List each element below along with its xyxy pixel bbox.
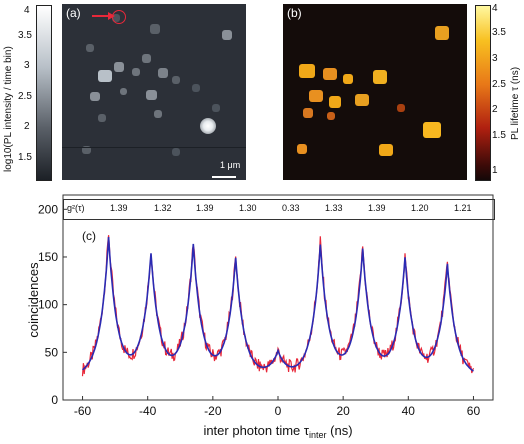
colorbar-b-tick: 1 xyxy=(492,165,498,176)
colorbar-b-tick: 2 xyxy=(492,104,498,115)
particle xyxy=(98,70,112,82)
particle xyxy=(222,30,232,40)
domain xyxy=(309,90,323,102)
series-group xyxy=(81,235,475,377)
particle xyxy=(132,68,140,76)
domain xyxy=(435,26,449,40)
domain xyxy=(397,104,405,112)
g2-value: 1.32 xyxy=(154,203,172,213)
g2-value: 1.39 xyxy=(368,203,386,213)
g2-row: g²(τ) 1.39 1.32 1.39 1.30 0.33 1.33 1.39… xyxy=(63,199,495,220)
panel-a-image xyxy=(62,4,246,180)
domain xyxy=(373,70,387,84)
panel-a-label: (a) xyxy=(66,6,81,20)
particle xyxy=(90,92,100,101)
colorbar-a-tick: 3.5 xyxy=(18,30,32,41)
domain xyxy=(303,108,313,118)
y-tick-label: 200 xyxy=(38,202,58,216)
colorbar-b-tick: 2.5 xyxy=(492,79,506,90)
x-tick-label: -20 xyxy=(204,404,222,418)
particle xyxy=(98,114,106,122)
x-axis: -60 -40 -20 0 20 40 60 xyxy=(74,396,481,418)
particle xyxy=(120,88,127,95)
particle xyxy=(154,110,162,118)
g2-value: 1.20 xyxy=(411,203,429,213)
particle xyxy=(146,90,157,100)
particle xyxy=(142,54,151,63)
y-tick-label: 100 xyxy=(38,298,58,312)
pointer-arrow-head xyxy=(108,12,115,20)
domain xyxy=(355,94,369,106)
colorbar-a xyxy=(36,5,52,181)
scan-line xyxy=(62,147,246,148)
panel-b-label: (b) xyxy=(287,6,302,20)
colorbar-a-tick: 1.5 xyxy=(18,152,32,163)
colorbar-b-tick: 3 xyxy=(492,53,498,64)
domain xyxy=(343,74,353,84)
particle xyxy=(212,104,220,112)
colorbar-b xyxy=(475,5,491,181)
x-tick-label: -40 xyxy=(139,404,157,418)
g2-value: 1.33 xyxy=(325,203,343,213)
colorbar-b-tick: 4 xyxy=(492,3,498,14)
particle xyxy=(172,148,180,156)
g2-value: 0.33 xyxy=(282,203,300,213)
colorbar-a-tick: 4 xyxy=(24,5,30,16)
x-axis-label-unit: (ns) xyxy=(327,423,353,438)
plot-frame xyxy=(62,194,494,401)
x-axis-label-text: inter photon time τ xyxy=(203,423,309,438)
domain xyxy=(299,64,315,78)
g2-label: g²(τ) xyxy=(67,203,85,213)
x-axis-label-subscript: inter xyxy=(309,430,327,440)
domain xyxy=(327,112,335,120)
x-tick-label: 60 xyxy=(467,404,481,418)
x-axis-label: inter photon time τinter (ns) xyxy=(203,423,352,440)
particle xyxy=(192,84,200,92)
panel-b-image xyxy=(283,4,467,180)
particle xyxy=(114,62,124,72)
x-tick-label: -60 xyxy=(74,404,92,418)
series-measured-line xyxy=(81,235,475,377)
particle xyxy=(172,76,180,84)
particle xyxy=(86,44,94,52)
colorbar-a-tick: 2 xyxy=(24,121,30,132)
x-tick-label: 20 xyxy=(336,404,350,418)
domain xyxy=(329,96,341,108)
scalebar-label: 1 μm xyxy=(220,160,241,170)
series-fit-line xyxy=(82,237,474,372)
y-tick-label: 50 xyxy=(45,345,59,359)
particle xyxy=(82,146,91,154)
g2-value: 1.30 xyxy=(239,203,257,213)
particle xyxy=(158,68,168,78)
domain xyxy=(423,122,441,138)
colorbar-a-tick: 3 xyxy=(24,60,30,71)
y-tick-label: 150 xyxy=(38,250,58,264)
domain xyxy=(379,144,393,156)
pointer-arrow xyxy=(92,15,112,17)
scalebar-line xyxy=(212,176,236,178)
x-tick-label: 0 xyxy=(275,404,282,418)
domain xyxy=(323,68,337,80)
colorbar-b-tick: 1.5 xyxy=(492,130,506,141)
g2-value: 1.39 xyxy=(110,203,128,213)
g2-value: 1.39 xyxy=(196,203,214,213)
y-axis: 0 50 100 150 200 xyxy=(38,202,67,407)
colorbar-a-tick: 2.5 xyxy=(18,91,32,102)
g2-value: 1.21 xyxy=(454,203,472,213)
y-axis-label: coincidences xyxy=(26,262,41,338)
colorbar-b-tick: 3.5 xyxy=(492,27,506,38)
particle xyxy=(150,24,160,34)
panel-c-label: (c) xyxy=(82,229,96,243)
y-tick-label: 0 xyxy=(51,393,58,407)
bright-particle xyxy=(200,118,216,134)
x-tick-label: 40 xyxy=(402,404,416,418)
domain xyxy=(297,144,307,154)
